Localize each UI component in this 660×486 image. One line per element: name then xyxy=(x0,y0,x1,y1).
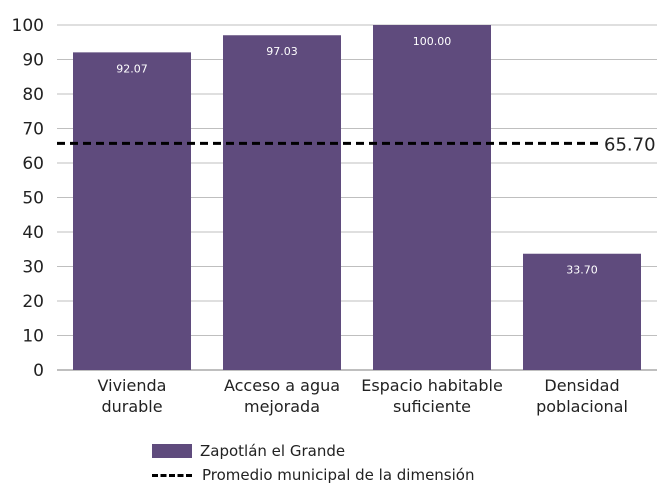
bars xyxy=(73,25,641,371)
bar xyxy=(73,52,191,371)
y-tick-label: 50 xyxy=(22,189,44,209)
data-label: 92.07 xyxy=(116,62,148,75)
x-tick-label: poblacional xyxy=(536,397,628,416)
y-tick-label: 80 xyxy=(22,85,44,105)
y-tick-label: 60 xyxy=(22,154,44,174)
data-label: 97.03 xyxy=(266,45,298,58)
reference-line-group: 65.70 xyxy=(57,134,656,155)
reference-label: 65.70 xyxy=(604,134,656,155)
x-tick-label: Acceso a agua xyxy=(224,376,340,395)
y-tick-label: 30 xyxy=(22,258,44,278)
x-tick-label: Vivienda xyxy=(98,376,167,395)
y-axis-ticks: 0 10 20 30 40 50 60 70 80 90 100 xyxy=(12,16,44,381)
y-tick-label: 0 xyxy=(33,361,44,381)
value-labels: 92.07 97.03 100.00 33.70 xyxy=(116,35,598,277)
x-tick-label: suficiente xyxy=(393,397,471,416)
x-tick-label: mejorada xyxy=(244,397,320,416)
y-tick-label: 90 xyxy=(22,51,44,71)
data-label: 100.00 xyxy=(413,35,452,48)
x-tick-label: Espacio habitable xyxy=(361,376,503,395)
y-tick-label: 40 xyxy=(22,223,44,243)
y-tick-label: 70 xyxy=(22,120,44,140)
bar xyxy=(523,253,641,370)
category-labels: Vivienda durable Acceso a agua mejorada Espa… xyxy=(98,376,628,416)
y-tick-label: 20 xyxy=(22,292,44,312)
y-tick-label: 10 xyxy=(22,327,44,347)
bar xyxy=(223,35,341,371)
y-tick-label: 100 xyxy=(12,16,44,36)
data-label: 33.70 xyxy=(566,264,598,277)
x-tick-label: Densidad xyxy=(544,376,619,395)
x-tick-label: durable xyxy=(101,397,162,416)
bar xyxy=(373,25,491,370)
